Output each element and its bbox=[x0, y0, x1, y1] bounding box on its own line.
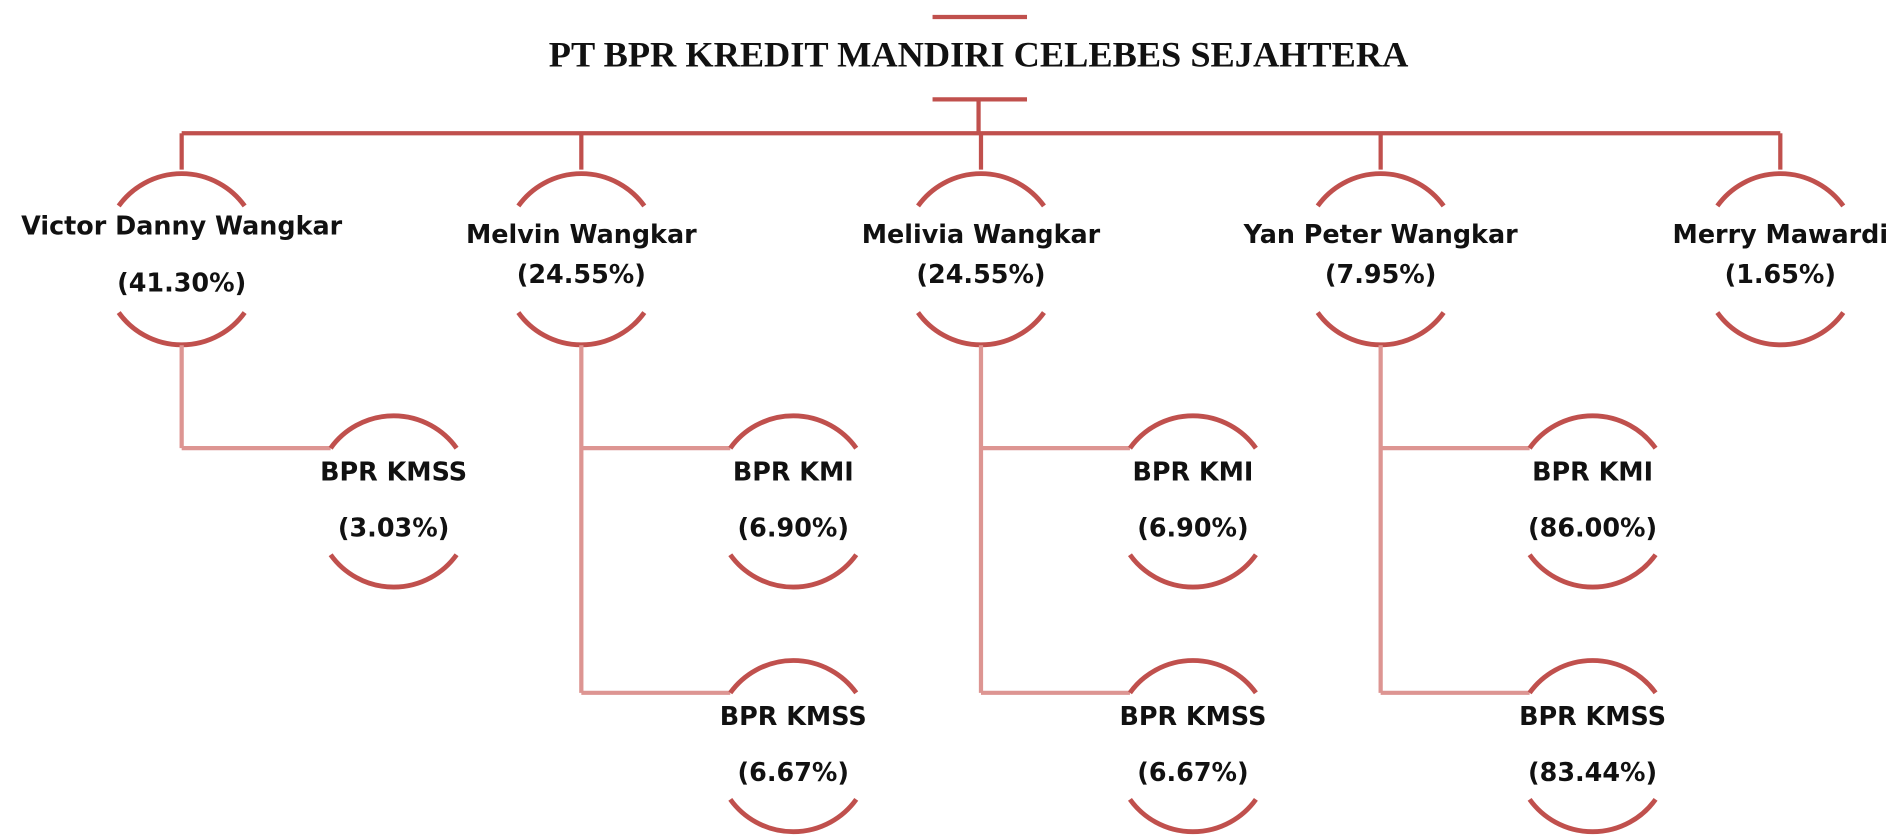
node-arc bbox=[1527, 797, 1658, 835]
node-name: Melivia Wangkar bbox=[862, 219, 1101, 249]
node-share: (24.55%) bbox=[517, 259, 646, 289]
node-name: BPR KMI bbox=[1132, 457, 1253, 487]
node-share: (6.90%) bbox=[1137, 512, 1248, 542]
node-arc bbox=[116, 311, 247, 348]
node-share: (3.03%) bbox=[338, 512, 449, 542]
node-name: BPR KMI bbox=[1532, 457, 1653, 487]
node-name: BPR KMSS bbox=[1519, 701, 1666, 731]
node-arc bbox=[1715, 311, 1846, 348]
node-share: (6.90%) bbox=[738, 512, 849, 542]
node-name: Merry Mawardi bbox=[1673, 219, 1889, 249]
node-arc bbox=[116, 171, 247, 208]
node-arc bbox=[1315, 171, 1446, 208]
node-arc bbox=[328, 553, 459, 590]
node-arc bbox=[1715, 171, 1846, 208]
node-arc bbox=[916, 171, 1046, 208]
node-arc bbox=[728, 413, 859, 450]
node-share: (86.00%) bbox=[1528, 512, 1657, 542]
node-name: Yan Peter Wangkar bbox=[1243, 219, 1518, 249]
node-arc bbox=[728, 797, 859, 835]
node-share: (24.55%) bbox=[916, 259, 1045, 289]
node-arc bbox=[728, 658, 859, 695]
node-name: BPR KMI bbox=[733, 457, 854, 487]
title: PT BPR KREDIT MANDIRI CELEBES SEJAHTERA bbox=[549, 35, 1409, 75]
node-name: Victor Danny Wangkar bbox=[21, 211, 343, 241]
node-share: (6.67%) bbox=[738, 757, 849, 787]
node-arc bbox=[516, 311, 647, 348]
node-share: (83.44%) bbox=[1528, 757, 1657, 787]
node-share: (6.67%) bbox=[1137, 757, 1248, 787]
node-arc bbox=[916, 311, 1046, 348]
node-name: BPR KMSS bbox=[1119, 701, 1266, 731]
node-arc bbox=[328, 413, 459, 450]
node-arc bbox=[728, 553, 859, 590]
node-share: (1.65%) bbox=[1725, 259, 1836, 289]
node-arc bbox=[1527, 658, 1658, 695]
node-share: (7.95%) bbox=[1325, 259, 1436, 289]
node-arc bbox=[1127, 553, 1258, 590]
node-arc bbox=[1315, 311, 1446, 348]
node-name: BPR KMSS bbox=[320, 457, 467, 487]
node-name: BPR KMSS bbox=[720, 701, 867, 731]
node-arc bbox=[1527, 553, 1658, 590]
node-share: (41.30%) bbox=[117, 268, 246, 298]
node-name: Melvin Wangkar bbox=[466, 219, 697, 249]
node-arc bbox=[516, 171, 647, 208]
node-arc bbox=[1527, 413, 1658, 450]
node-arc bbox=[1127, 413, 1258, 450]
node-arc bbox=[1127, 658, 1258, 695]
node-arc bbox=[1127, 797, 1258, 835]
